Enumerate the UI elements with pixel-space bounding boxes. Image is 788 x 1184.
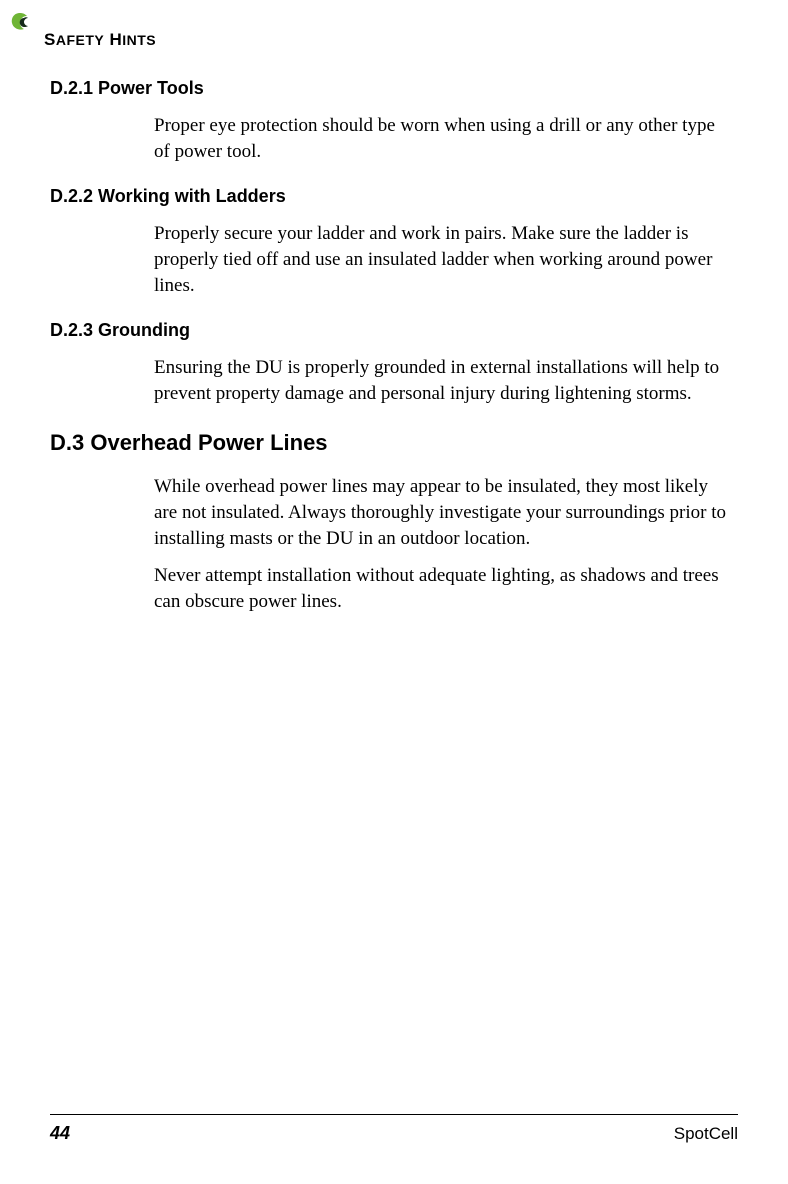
paragraph: Proper eye protection should be worn whe…: [154, 113, 728, 164]
heading-d3: D.3 Overhead Power Lines: [50, 430, 738, 456]
heading-d21: D.2.1 Power Tools: [50, 78, 738, 99]
paragraph: Never attempt installation without adequ…: [154, 563, 728, 614]
heading-d23: D.2.3 Grounding: [50, 320, 738, 341]
page-number: 44: [50, 1123, 70, 1144]
heading-d22: D.2.2 Working with Ladders: [50, 186, 738, 207]
footer-brand: SpotCell: [674, 1124, 738, 1144]
swirl-icon: [8, 10, 32, 34]
paragraph: While overhead power lines may appear to…: [154, 474, 728, 551]
page-container: SAFETY HINTS D.2.1 Power Tools Proper ey…: [0, 0, 788, 1184]
paragraph: Properly secure your ladder and work in …: [154, 221, 728, 298]
content-area: D.2.1 Power Tools Proper eye protection …: [50, 78, 738, 1114]
running-head: SAFETY HINTS: [44, 30, 738, 50]
paragraph: Ensuring the DU is properly grounded in …: [154, 355, 728, 406]
page-footer: 44 SpotCell: [50, 1114, 738, 1144]
